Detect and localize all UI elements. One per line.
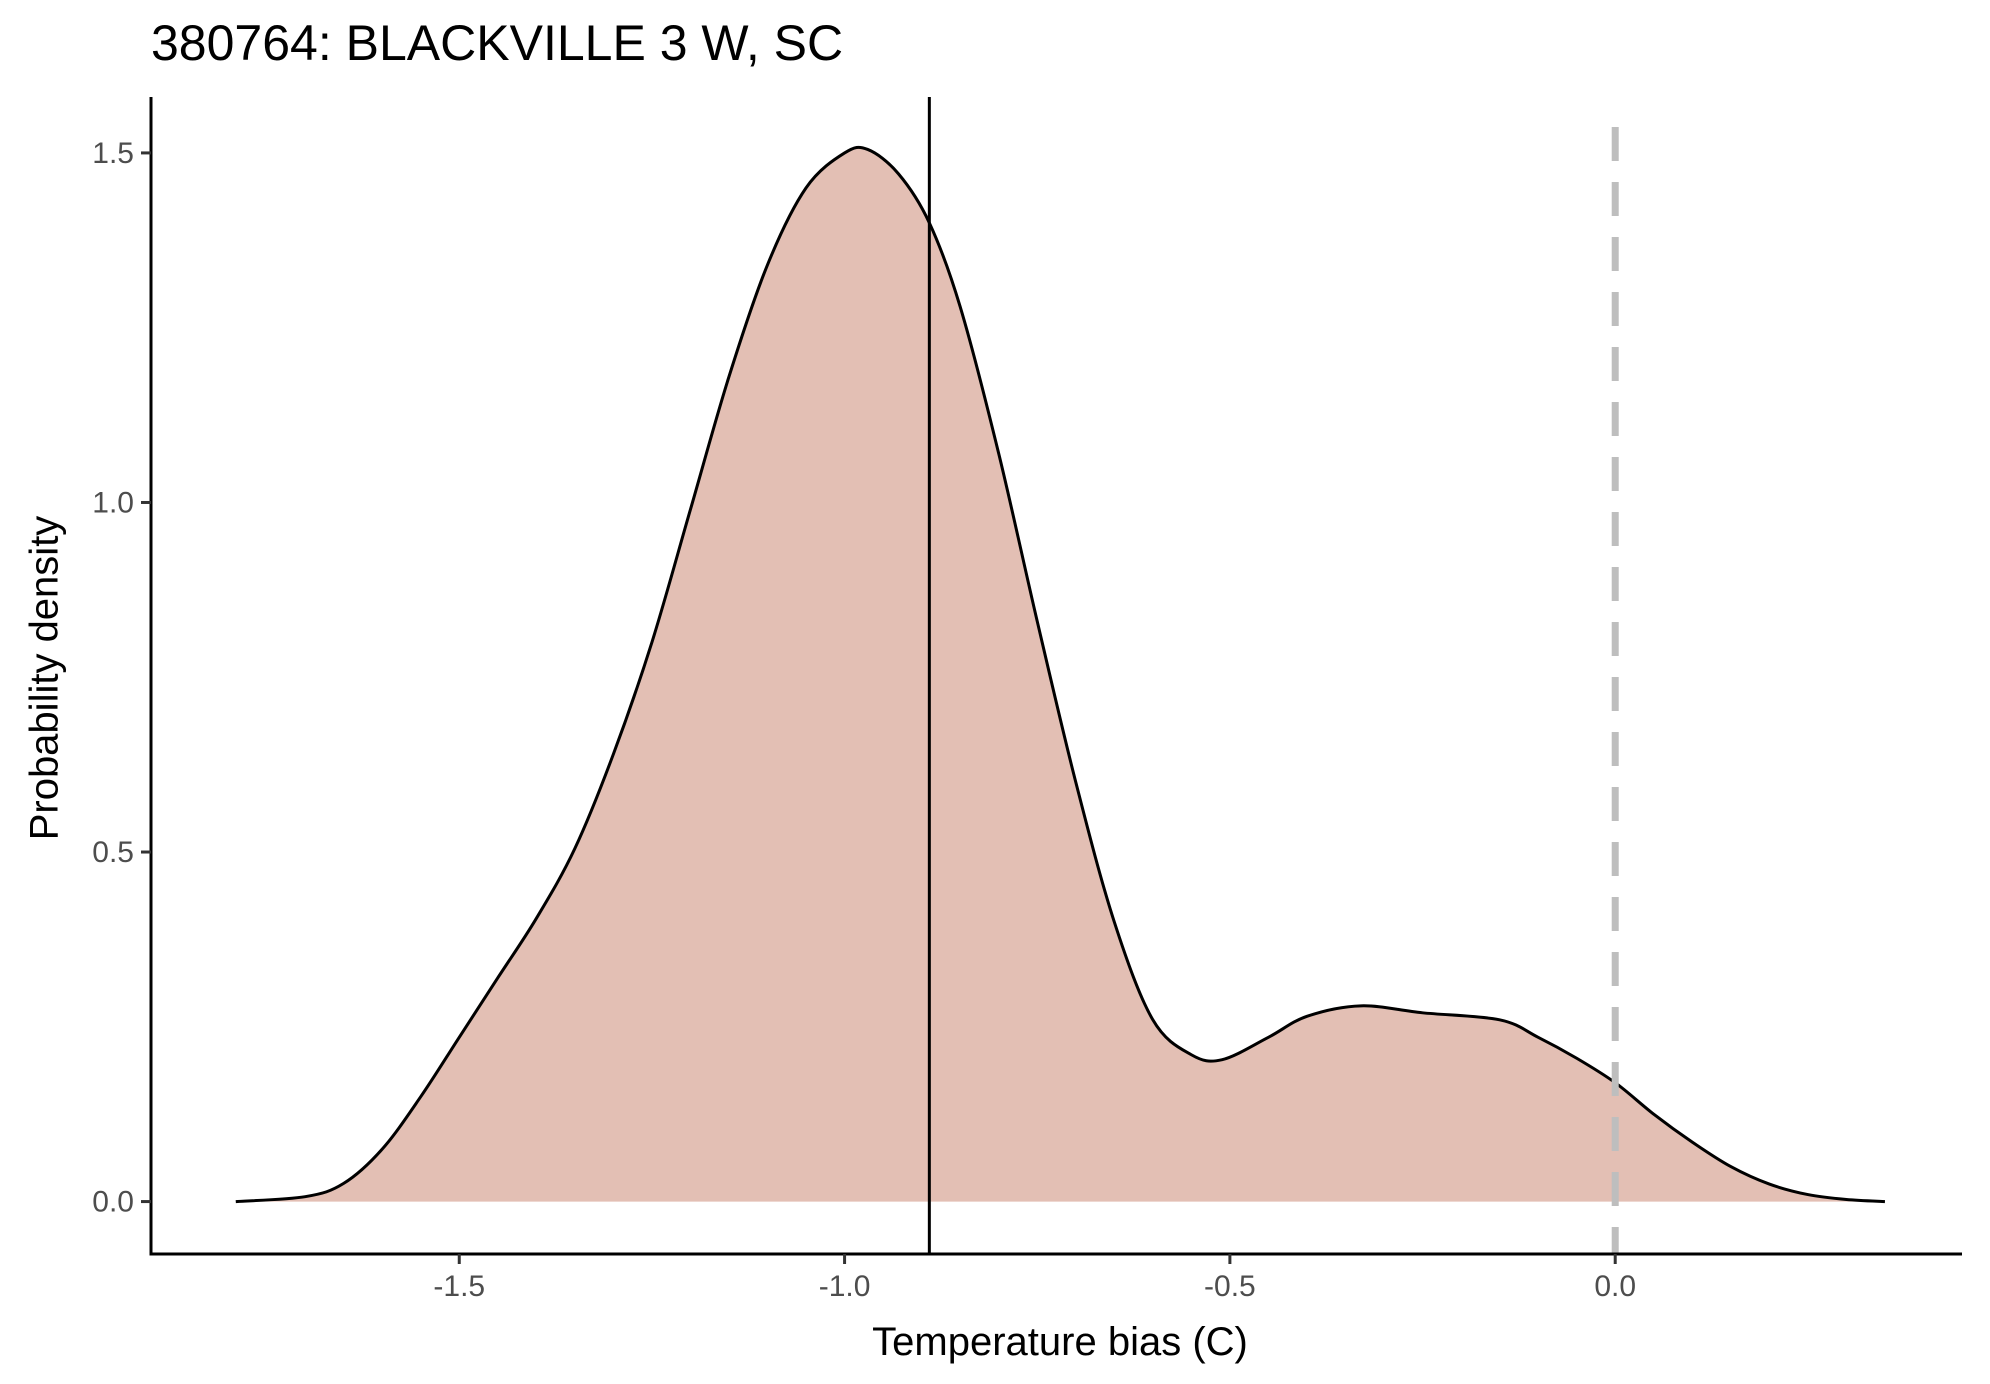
y-tick-label: 0.0 [92,1186,134,1219]
reference-lines [927,97,1619,1254]
density-fill [235,147,1885,1202]
y-tick-label: 1.5 [92,137,134,170]
ticks: -1.5 -1.0 -0.5 0.0 0.0 0.5 1.0 1.5 [92,137,1636,1303]
x-axis-label: Temperature bias (C) [872,1320,1248,1364]
x-tick-label: -0.5 [1204,1270,1256,1303]
density-layer [235,145,1886,1204]
x-tick-label: 0.0 [1594,1270,1636,1303]
y-tick-label: 1.0 [92,486,134,519]
density-line [235,145,1886,1204]
x-tick-label: -1.5 [433,1270,485,1303]
axes [149,97,1962,1256]
x-tick-label: -1.0 [819,1270,871,1303]
y-tick-label: 0.5 [92,836,134,869]
chart-title: 380764: BLACKVILLE 3 W, SC [151,15,844,71]
